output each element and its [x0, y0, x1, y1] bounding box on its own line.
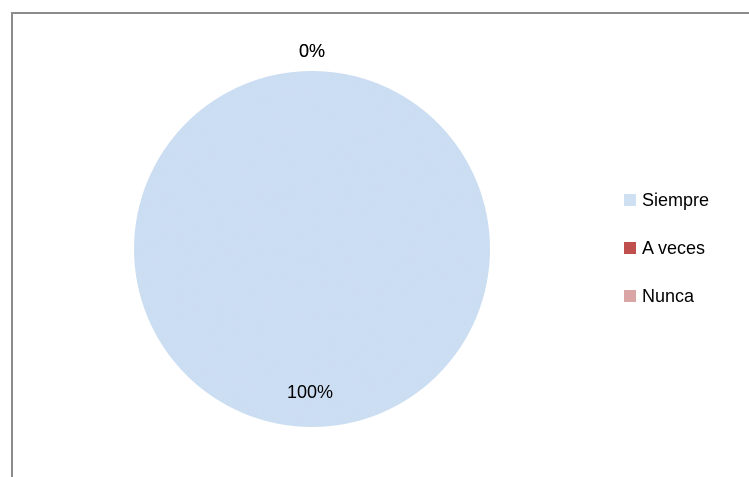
- data-label-nunca: 0%: [299, 41, 325, 61]
- legend: Siempre A veces Nunca: [624, 190, 709, 306]
- legend-label-a-veces: A veces: [642, 238, 705, 258]
- legend-swatch-siempre: [624, 194, 636, 206]
- legend-swatch-a-veces: [624, 242, 636, 254]
- data-label-siempre: 100%: [287, 382, 333, 402]
- legend-label-nunca: Nunca: [642, 286, 695, 306]
- legend-label-siempre: Siempre: [642, 190, 709, 210]
- legend-swatch-nunca: [624, 290, 636, 302]
- pie-slice-siempre: [134, 71, 490, 427]
- pie-slices: [134, 71, 490, 427]
- data-label-a-veces: 0%: [299, 41, 325, 61]
- pie-data-labels: 100%0%0%: [287, 41, 333, 402]
